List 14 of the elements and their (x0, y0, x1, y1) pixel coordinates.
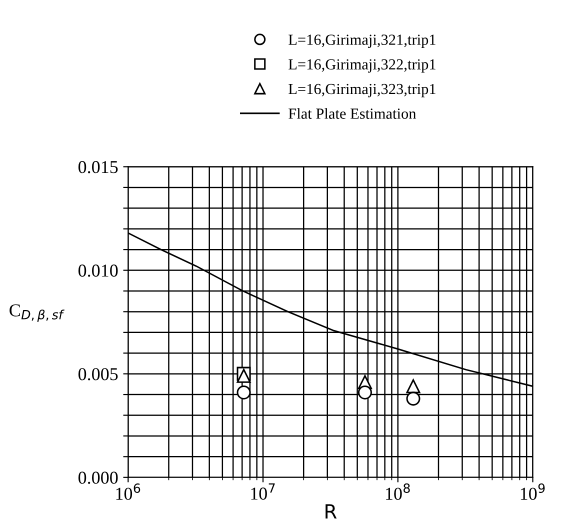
x-tick-label: 10$^{7}$ (251, 483, 275, 500)
x-tick-label: 10$^{8}$ (386, 483, 410, 500)
x-tick-label: 10$^{9}$ (520, 483, 545, 500)
x-axis-title: R (326, 504, 337, 518)
legend-label: L=16,Girimaji,323,trip1 (288, 84, 436, 98)
y-tick-label: 0.005 (78, 368, 118, 380)
y-tick-label: 0.015 (78, 160, 118, 174)
legend-label: L=16,Girimaji,321,trip1 (288, 34, 436, 48)
y-tick-label: 0.010 (78, 264, 118, 277)
y-axis-title: C$_{D,β,sf}$ (10, 304, 64, 322)
x-tick-label: 10$^{6}$ (116, 483, 140, 500)
legend-label: Flat Plate Estimation (288, 108, 416, 119)
legend-label: L=16,Girimaji,322,trip1 (288, 59, 436, 73)
y-tick-label: 0.000 (78, 472, 118, 484)
